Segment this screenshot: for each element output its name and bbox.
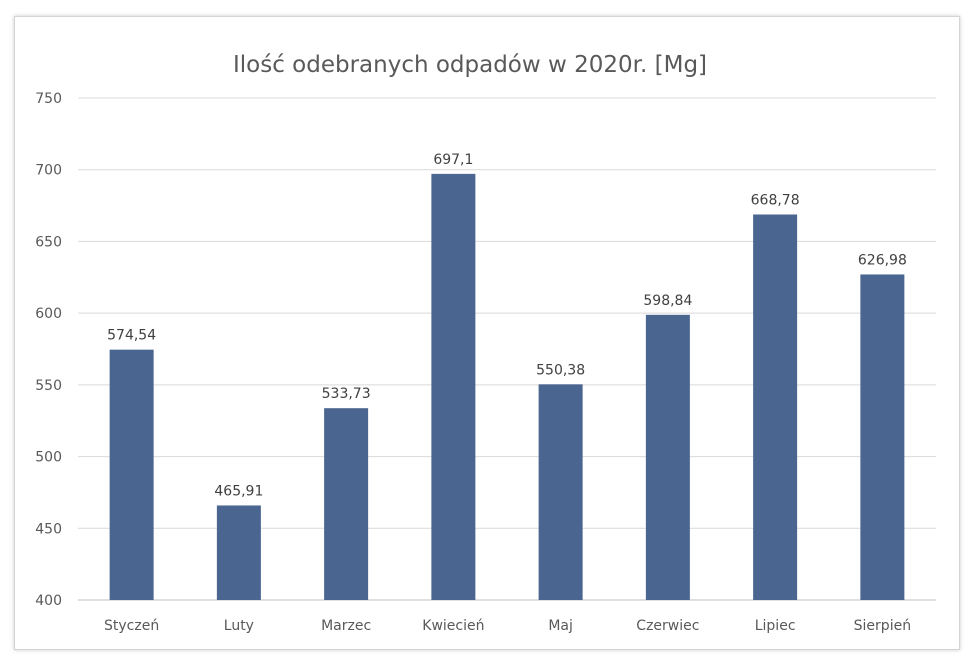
- y-tick-label: 500: [35, 450, 62, 466]
- x-tick-label: Czerwiec: [636, 618, 699, 634]
- bar: [109, 349, 154, 600]
- y-tick-label: 450: [35, 521, 62, 537]
- data-label: 465,91: [214, 483, 263, 499]
- y-tick-label: 600: [35, 306, 62, 322]
- x-tick-label: Kwiecień: [422, 618, 484, 634]
- y-tick-label: 650: [35, 234, 62, 250]
- y-tick-label: 550: [35, 378, 62, 394]
- data-label: 550,38: [536, 362, 585, 378]
- data-label: 626,98: [858, 252, 907, 268]
- bar: [431, 173, 476, 600]
- x-tick-label: Lipiec: [755, 618, 796, 634]
- y-tick-label: 750: [35, 91, 62, 107]
- data-label: 574,54: [107, 328, 156, 344]
- chart-frame: [14, 16, 960, 650]
- y-tick-label: 700: [35, 163, 62, 179]
- bar: [324, 408, 369, 600]
- data-label: 668,78: [751, 192, 800, 208]
- bar: [753, 214, 798, 601]
- x-tick-label: Marzec: [321, 618, 371, 634]
- data-label: 533,73: [322, 386, 371, 402]
- data-label: 697,1: [433, 152, 473, 168]
- bar: [645, 314, 690, 600]
- bar: [538, 384, 583, 600]
- data-label: 598,84: [643, 293, 692, 309]
- bar: [860, 274, 905, 600]
- x-tick-label: Maj: [548, 618, 573, 634]
- x-tick-label: Luty: [224, 618, 254, 634]
- bar: [216, 505, 261, 600]
- x-tick-label: Styczeń: [104, 618, 159, 634]
- x-tick-label: Sierpień: [854, 618, 911, 634]
- chart-title: Ilość odebranych odpadów w 2020r. [Mg]: [233, 52, 707, 78]
- y-tick-label: 400: [35, 593, 62, 609]
